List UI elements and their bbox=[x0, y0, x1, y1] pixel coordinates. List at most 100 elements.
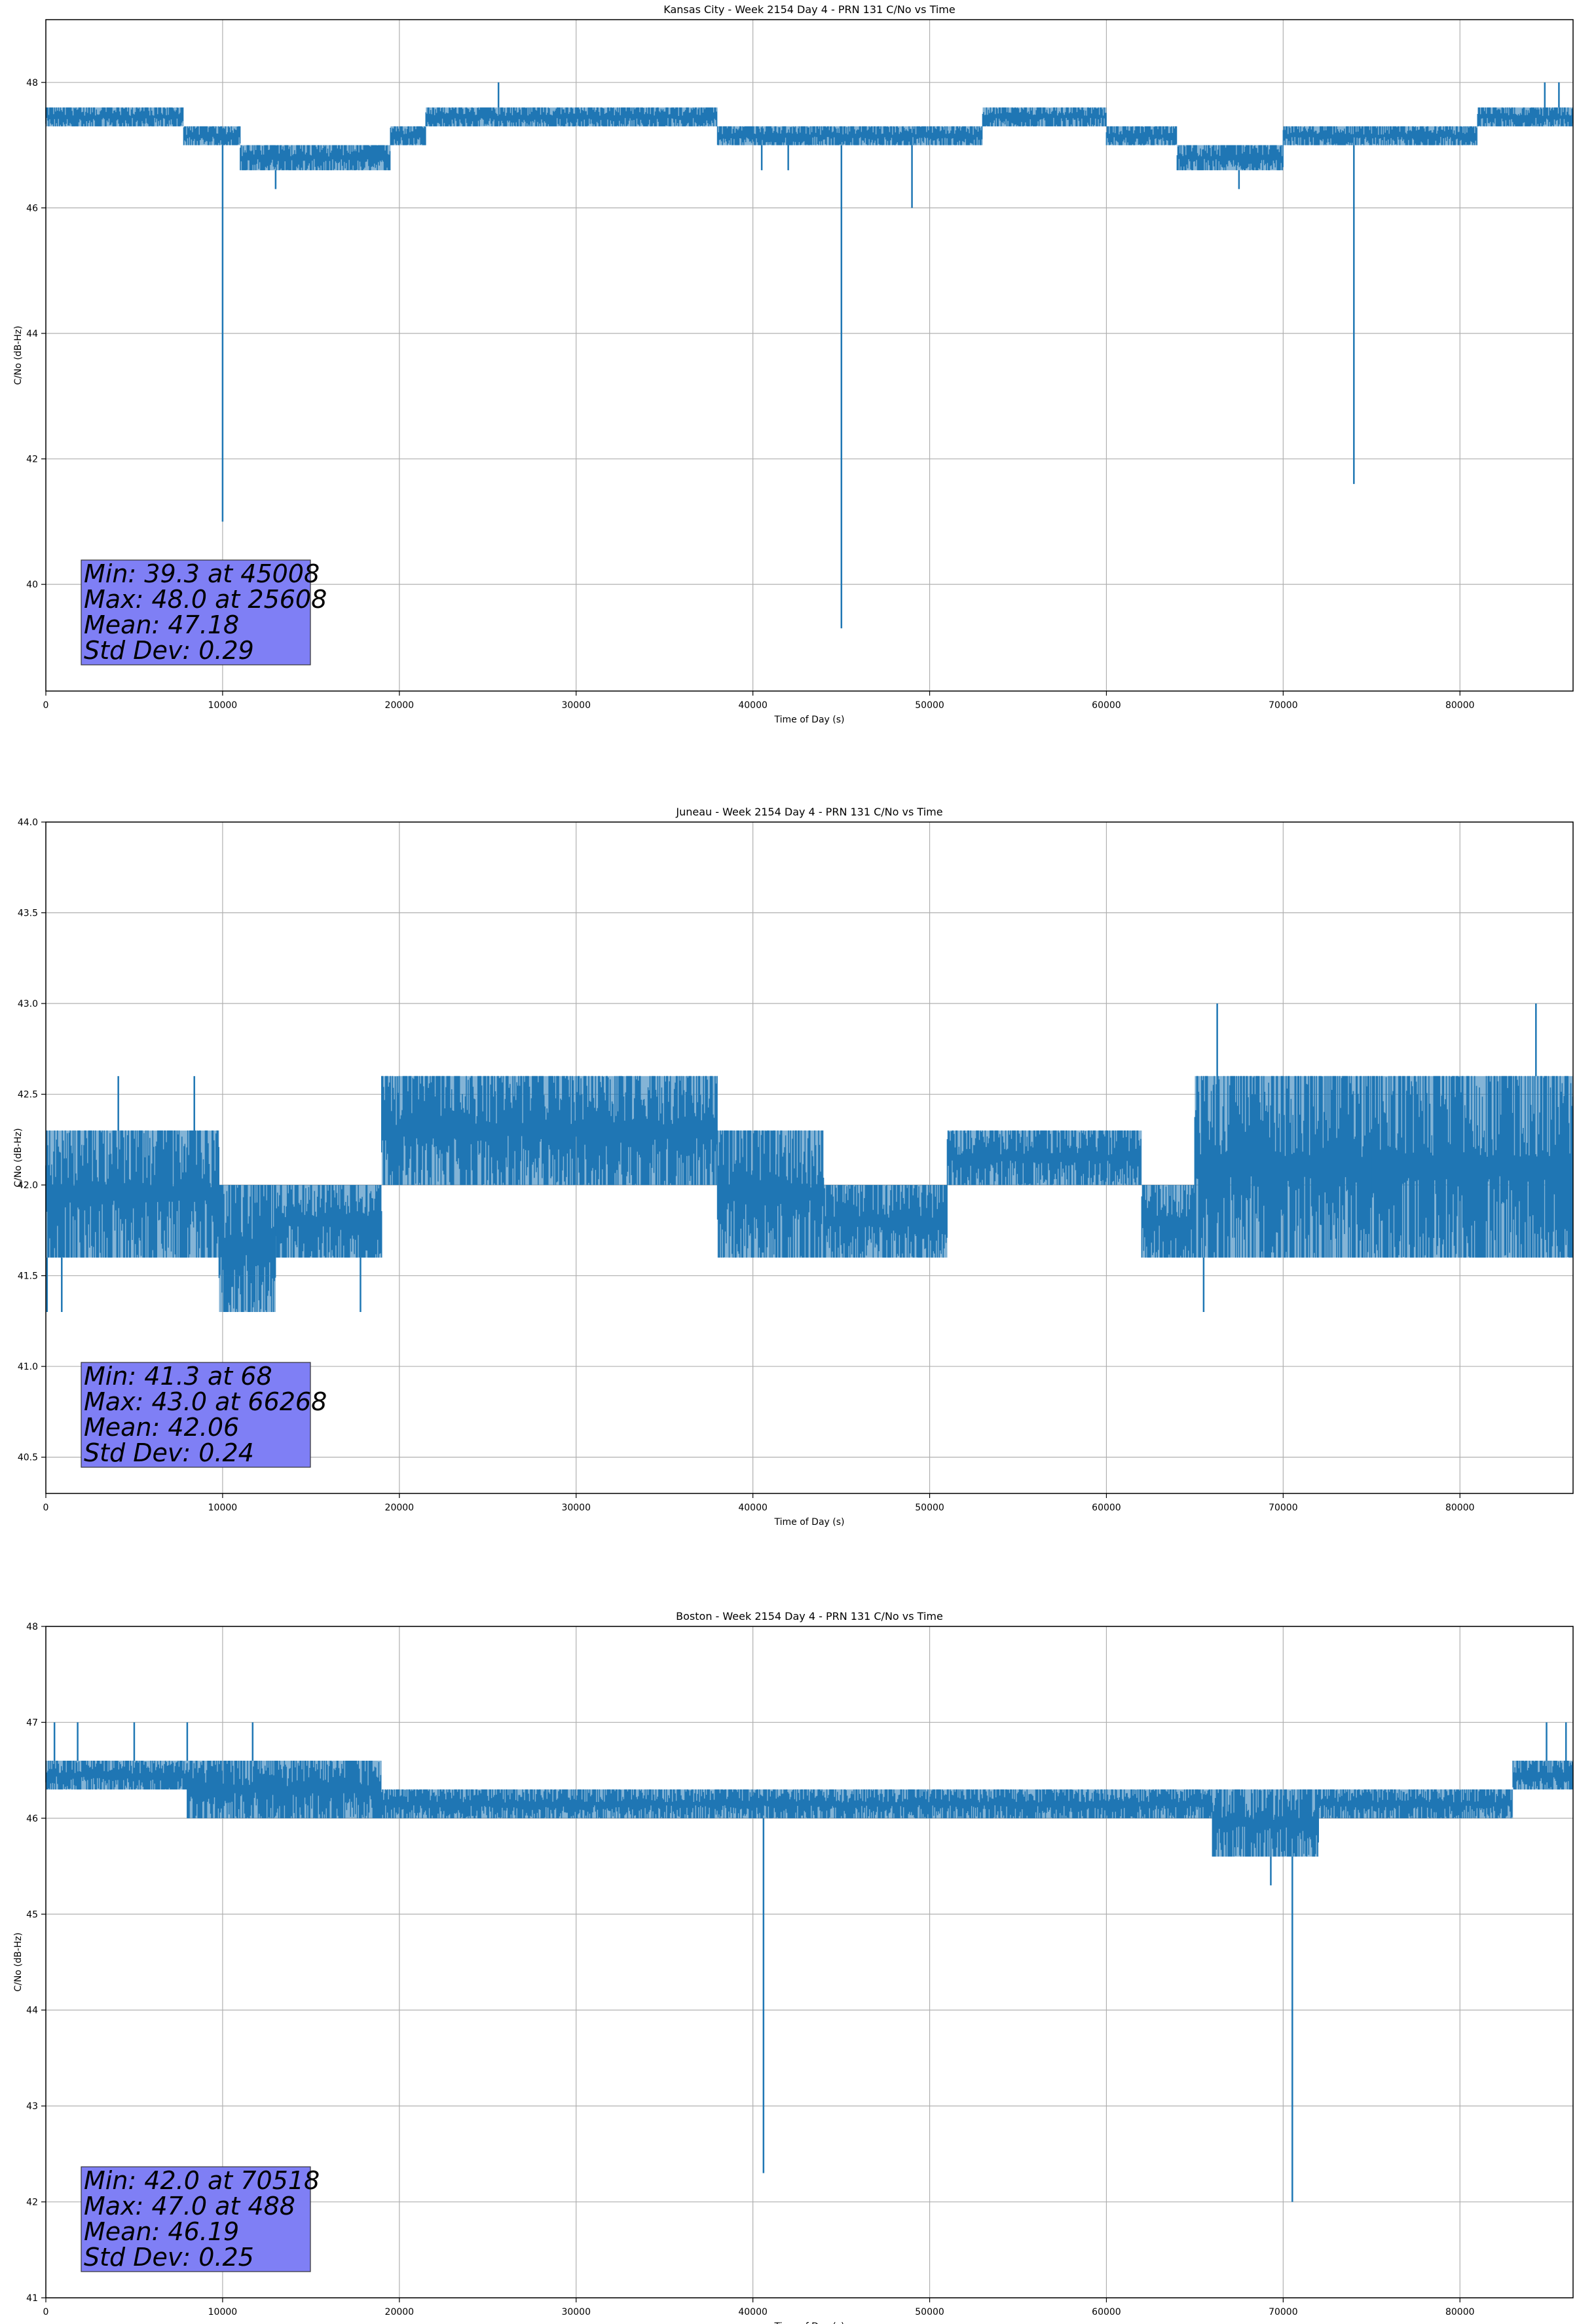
x-tick-label: 20000 bbox=[385, 700, 415, 711]
chart-panel-2: 0 10000 20000 30000 40000 50000 60000 70000 8000… bbox=[13, 806, 1574, 1527]
chart-title: Boston - Week 2154 Day 4 - PRN 131 C/No … bbox=[676, 1610, 943, 1622]
x-tick-label: 80000 bbox=[1445, 1503, 1475, 1513]
chart-title: Juneau - Week 2154 Day 4 - PRN 131 C/No … bbox=[675, 806, 942, 818]
series-band bbox=[187, 1761, 382, 1818]
y-tick-label: 42.5 bbox=[18, 1090, 38, 1100]
series-band bbox=[717, 126, 983, 145]
stats-line: Max: 47.0 at 488 bbox=[84, 2192, 295, 2221]
series-band bbox=[1106, 126, 1178, 145]
x-tick-label: 50000 bbox=[915, 1503, 944, 1513]
series-band bbox=[46, 1130, 219, 1258]
stats-line: Std Dev: 0.24 bbox=[84, 1438, 254, 1467]
stats-box bbox=[81, 1362, 311, 1468]
x-tick-label: 80000 bbox=[1445, 700, 1475, 711]
series-band bbox=[1318, 1789, 1513, 1818]
y-tick-label: 48 bbox=[26, 78, 38, 88]
stats-line: Std Dev: 0.29 bbox=[84, 636, 254, 665]
y-tick-label: 40 bbox=[26, 580, 38, 590]
y-tick-label: 41 bbox=[26, 2293, 38, 2304]
x-tick-label: 0 bbox=[43, 1503, 49, 1513]
y-tick-label: 46 bbox=[26, 203, 38, 214]
x-tick-label: 70000 bbox=[1269, 1503, 1298, 1513]
y-tick-label: 42 bbox=[26, 455, 38, 465]
series-band bbox=[219, 1185, 276, 1312]
x-axis-label: Time of Day (s) bbox=[774, 2321, 845, 2324]
stats-box bbox=[81, 559, 311, 665]
stats-line: Min: 41.3 at 68 bbox=[84, 1362, 272, 1391]
series-band bbox=[390, 126, 426, 145]
stats-box bbox=[81, 2166, 311, 2272]
x-tick-label: 50000 bbox=[915, 700, 944, 711]
y-tick-label: 43.5 bbox=[18, 909, 38, 919]
stats-line: Mean: 46.19 bbox=[84, 2217, 239, 2246]
series-band bbox=[823, 1185, 948, 1258]
series-band bbox=[46, 107, 184, 126]
x-tick-label: 60000 bbox=[1092, 2307, 1121, 2317]
series-band bbox=[752, 1789, 1213, 1818]
x-tick-label: 60000 bbox=[1092, 1503, 1121, 1513]
y-tick-label: 44.0 bbox=[18, 817, 38, 828]
x-tick-label: 10000 bbox=[208, 700, 238, 711]
x-tick-label: 20000 bbox=[385, 1503, 415, 1513]
y-axis-label: C/No (dB-Hz) bbox=[13, 326, 24, 384]
series-band bbox=[982, 107, 1107, 126]
series-band bbox=[1513, 1761, 1573, 1790]
x-tick-label: 40000 bbox=[738, 2307, 768, 2317]
y-tick-label: 45 bbox=[26, 1909, 38, 1920]
series-band bbox=[381, 1076, 718, 1186]
stats-line: Max: 43.0 at 66268 bbox=[84, 1387, 327, 1416]
x-tick-label: 30000 bbox=[561, 2307, 591, 2317]
chart-title: Kansas City - Week 2154 Day 4 - PRN 131 … bbox=[663, 3, 955, 16]
y-axis-label: C/No (dB-Hz) bbox=[13, 1128, 24, 1187]
axes-frame bbox=[45, 821, 1574, 1494]
series-band bbox=[240, 145, 391, 170]
series-band bbox=[1477, 107, 1573, 126]
x-tick-label: 60000 bbox=[1092, 700, 1121, 711]
series-band bbox=[1371, 1076, 1573, 1258]
x-tick-label: 70000 bbox=[1269, 2307, 1298, 2317]
series-band bbox=[275, 1185, 382, 1258]
series-band bbox=[1177, 145, 1284, 170]
x-tick-label: 30000 bbox=[561, 700, 591, 711]
x-tick-label: 70000 bbox=[1269, 700, 1298, 711]
series-band bbox=[947, 1130, 1142, 1186]
series-band bbox=[183, 126, 240, 145]
x-tick-label: 10000 bbox=[208, 2307, 238, 2317]
y-tick-label: 43 bbox=[26, 2101, 38, 2112]
y-tick-label: 48 bbox=[26, 1622, 38, 1632]
stats-line: Max: 48.0 at 25608 bbox=[84, 585, 327, 614]
series-band bbox=[1212, 1789, 1319, 1857]
y-tick-label: 41.0 bbox=[18, 1362, 38, 1372]
axes-frame bbox=[45, 19, 1574, 692]
series-band bbox=[1283, 126, 1478, 145]
stats-line: Std Dev: 0.25 bbox=[84, 2243, 254, 2272]
x-tick-label: 40000 bbox=[738, 700, 768, 711]
chart-panel-3: 0 10000 20000 30000 40000 50000 60000 70000 8000… bbox=[13, 1610, 1574, 2324]
y-tick-label: 40.5 bbox=[18, 1453, 38, 1463]
y-tick-label: 47 bbox=[26, 1717, 38, 1728]
x-tick-label: 0 bbox=[43, 2307, 49, 2317]
stats-line: Min: 39.3 at 45008 bbox=[84, 559, 320, 588]
series-band bbox=[717, 1130, 824, 1258]
chart-panel-1: 0 10000 20000 30000 40000 50000 60000 70000 8000… bbox=[13, 3, 1574, 725]
y-tick-label: 44 bbox=[26, 329, 38, 339]
x-tick-label: 10000 bbox=[208, 1503, 238, 1513]
y-tick-label: 46 bbox=[26, 1814, 38, 1824]
x-tick-label: 40000 bbox=[738, 1503, 768, 1513]
y-tick-label: 43.0 bbox=[18, 999, 38, 1009]
series-band bbox=[381, 1789, 753, 1818]
stats-line: Min: 42.0 at 70518 bbox=[84, 2166, 320, 2195]
series-band bbox=[46, 1761, 187, 1790]
stats-line: Mean: 47.18 bbox=[84, 610, 239, 639]
y-axis-label: C/No (dB-Hz) bbox=[13, 1932, 24, 1991]
x-tick-label: 50000 bbox=[915, 2307, 944, 2317]
y-tick-label: 42.0 bbox=[18, 1180, 38, 1191]
series-band bbox=[1195, 1076, 1372, 1258]
x-tick-label: 0 bbox=[43, 700, 49, 711]
x-axis-label: Time of Day (s) bbox=[774, 1517, 845, 1527]
axes-frame bbox=[45, 1626, 1574, 2298]
x-axis-label: Time of Day (s) bbox=[774, 715, 845, 725]
x-tick-label: 20000 bbox=[385, 2307, 415, 2317]
x-tick-label: 80000 bbox=[1445, 2307, 1475, 2317]
